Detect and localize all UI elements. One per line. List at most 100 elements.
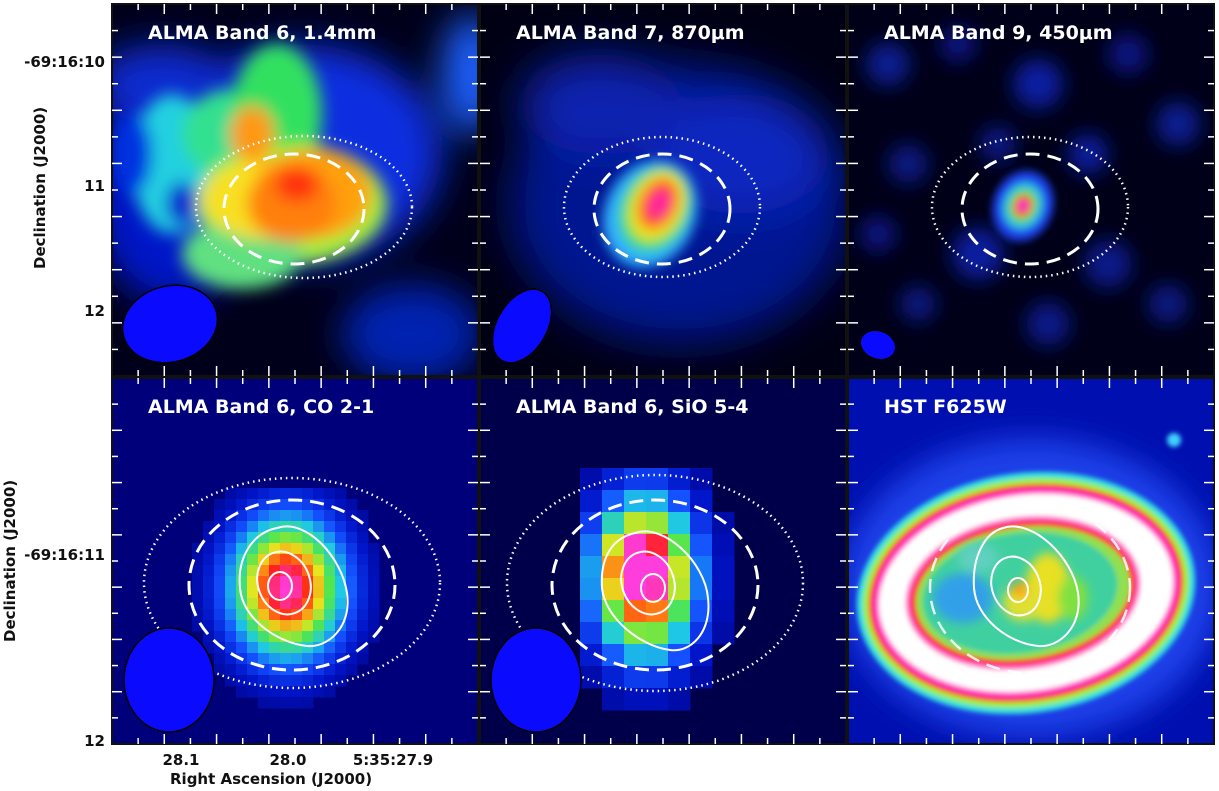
map-pixel (335, 532, 347, 544)
map-pixel (225, 664, 237, 676)
panel-title: HST F625W (884, 396, 1007, 418)
map-pixel (668, 556, 691, 579)
map-pixel (302, 609, 314, 621)
map-pixel (668, 512, 691, 535)
map-pixel (335, 543, 347, 555)
map-pixel (258, 543, 270, 555)
map-pixel (624, 600, 647, 623)
map-pixel (324, 521, 336, 533)
map-pixel (624, 644, 647, 667)
x-axis-title: Right Ascension (J2000) (170, 770, 373, 788)
map-pixel (291, 631, 303, 643)
map-pixel (346, 664, 358, 676)
map-pixel (236, 686, 248, 698)
map-pixel (214, 510, 226, 522)
map-pixel (357, 554, 369, 566)
map-pixel (203, 598, 215, 610)
map-pixel (712, 600, 735, 623)
map-pixel (258, 488, 270, 500)
map-pixel (346, 521, 358, 533)
map-pixel (269, 565, 281, 577)
map-pixel (335, 587, 347, 599)
map-pixel (357, 587, 369, 599)
map-pixel (324, 510, 336, 522)
map-pixel (203, 576, 215, 588)
map-pixel (602, 512, 625, 535)
ytick-label: -69:16:11 (24, 546, 105, 564)
map-pixel (291, 543, 303, 555)
map-pixel (324, 488, 336, 500)
map-pixel (368, 587, 380, 599)
map-pixel (324, 576, 336, 588)
map-pixel (280, 532, 292, 544)
map-pixel (313, 653, 325, 665)
map-pixel (335, 598, 347, 610)
map-pixel (602, 688, 625, 711)
map-pixel (324, 653, 336, 665)
map-pixel (236, 631, 248, 643)
map-pixel (247, 642, 259, 654)
map-pixel (269, 587, 281, 599)
map-pixel (214, 543, 226, 555)
map-pixel (602, 468, 625, 491)
map-pixel (324, 587, 336, 599)
map-pixel (357, 631, 369, 643)
map-pixel (225, 642, 237, 654)
map-pixel (280, 510, 292, 522)
map-pixel (313, 598, 325, 610)
map-pixel (247, 510, 259, 522)
panel-sio54: ALMA Band 6, SiO 5-4 (480, 378, 846, 744)
map-pixel (580, 622, 603, 645)
panel-title: ALMA Band 6, 1.4mm (148, 22, 377, 44)
map-pixel (269, 653, 281, 665)
map-pixel (225, 499, 237, 511)
ytick-label: 12 (84, 302, 105, 320)
map-pixel (214, 499, 226, 511)
map-pixel (280, 675, 292, 687)
map-pixel (225, 543, 237, 555)
map-pixel (247, 554, 259, 566)
xtick-label: 28.0 (269, 751, 307, 769)
map-pixel (225, 554, 237, 566)
y-axis-title: Declination (J2000) (1, 479, 19, 642)
panel-co21: ALMA Band 6, CO 2-1 (112, 378, 478, 744)
map-pixel (335, 488, 347, 500)
map-pixel (646, 600, 669, 623)
map-pixel (668, 688, 691, 711)
map-pixel (203, 609, 215, 621)
map-pixel (214, 532, 226, 544)
map-pixel (580, 512, 603, 535)
map-pixel (269, 532, 281, 544)
map-pixel (192, 565, 204, 577)
panel-band9-continuum: ALMA Band 9, 450μm (848, 4, 1214, 376)
map-pixel (302, 488, 314, 500)
panel-title: ALMA Band 6, SiO 5-4 (516, 396, 749, 418)
map-pixel (313, 609, 325, 621)
map-pixel (225, 598, 237, 610)
map-pixel (258, 499, 270, 511)
map-pixel (313, 675, 325, 687)
map-pixel (302, 675, 314, 687)
map-pixel (346, 543, 358, 555)
map-pixel (368, 609, 380, 621)
panel-band7-continuum: ALMA Band 7, 870μm (480, 4, 846, 376)
map-pixel (269, 488, 281, 500)
map-pixel (368, 565, 380, 577)
map-pixel (214, 598, 226, 610)
map-pixel (580, 556, 603, 579)
map-pixel (368, 543, 380, 555)
map-pixel (236, 642, 248, 654)
map-pixel (712, 556, 735, 579)
map-pixel (313, 488, 325, 500)
band9-continuum-map (848, 4, 1214, 376)
panel-hst-f625w: HST F625W (848, 378, 1214, 744)
map-pixel (368, 554, 380, 566)
map-pixel (335, 642, 347, 654)
map-pixel (203, 565, 215, 577)
band6-continuum-map (112, 4, 478, 376)
map-pixel (313, 521, 325, 533)
map-pixel (313, 510, 325, 522)
map-pixel (324, 686, 336, 698)
map-pixel (357, 576, 369, 588)
map-pixel (225, 675, 237, 687)
